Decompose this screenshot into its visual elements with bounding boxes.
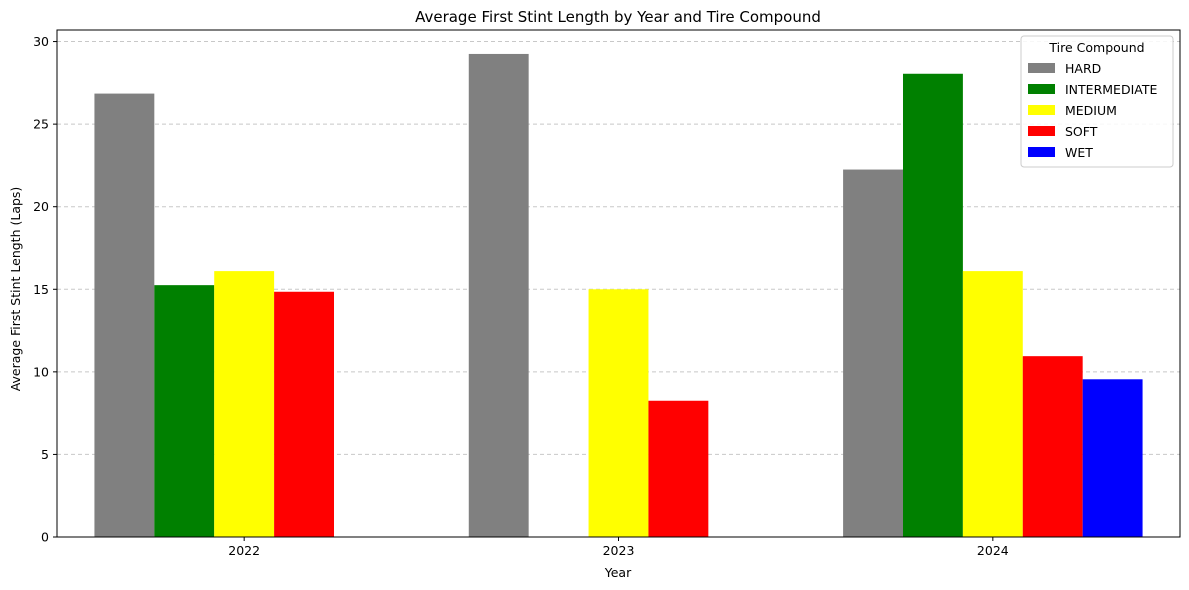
x-axis-ticks: 2022 2023 2024 [228, 537, 1009, 558]
bar-soft-2023 [648, 400, 709, 537]
bar-medium-2024 [962, 271, 1023, 537]
bar-hard-2023 [468, 53, 529, 537]
bars [94, 53, 1143, 538]
legend-swatch-wet [1028, 147, 1055, 157]
bar-hard-2024 [843, 169, 903, 537]
legend: Tire Compound HARD INTERMEDIATE MEDIUM SOFT… [1020, 35, 1174, 168]
y-tick-label: 10 [33, 364, 49, 379]
legend-label-soft: SOFT [1065, 124, 1098, 139]
x-tick-label: 2023 [603, 543, 635, 558]
bar-medium-2023 [588, 289, 649, 537]
legend-box [1020, 35, 1174, 168]
bar-wet-2024 [1082, 379, 1143, 537]
y-axis-ticks: 0 5 10 15 20 25 30 [33, 34, 57, 545]
chart-title: Average First Stint Length by Year and T… [415, 8, 821, 26]
y-axis-title: Average First Stint Length (Laps) [8, 187, 23, 392]
legend-swatch-intermediate [1028, 84, 1055, 94]
legend-label-wet: WET [1065, 145, 1093, 160]
legend-swatch-medium [1028, 105, 1055, 115]
bar-intermediate-2022 [154, 285, 215, 537]
y-tick-label: 30 [33, 34, 49, 49]
legend-label-hard: HARD [1065, 61, 1101, 76]
y-tick-label: 25 [33, 117, 49, 132]
legend-label-medium: MEDIUM [1065, 103, 1117, 118]
x-tick-label: 2022 [228, 543, 260, 558]
y-tick-label: 20 [33, 199, 49, 214]
bar-medium-2022 [214, 271, 275, 537]
legend-swatch-soft [1028, 126, 1055, 136]
bar-soft-2022 [274, 291, 335, 537]
legend-items: HARD INTERMEDIATE MEDIUM SOFT WET [1028, 61, 1157, 160]
y-tick-label: 5 [41, 447, 49, 462]
legend-swatch-hard [1028, 63, 1055, 73]
legend-title: Tire Compound [1048, 40, 1144, 55]
y-tick-label: 15 [33, 282, 49, 297]
x-tick-label: 2024 [977, 543, 1009, 558]
bar-intermediate-2024 [902, 73, 963, 537]
legend-label-intermediate: INTERMEDIATE [1065, 82, 1157, 97]
bar-soft-2024 [1022, 356, 1083, 537]
y-tick-label: 0 [41, 530, 49, 545]
x-axis-title: Year [604, 565, 632, 580]
bar-hard-2022 [94, 93, 155, 538]
